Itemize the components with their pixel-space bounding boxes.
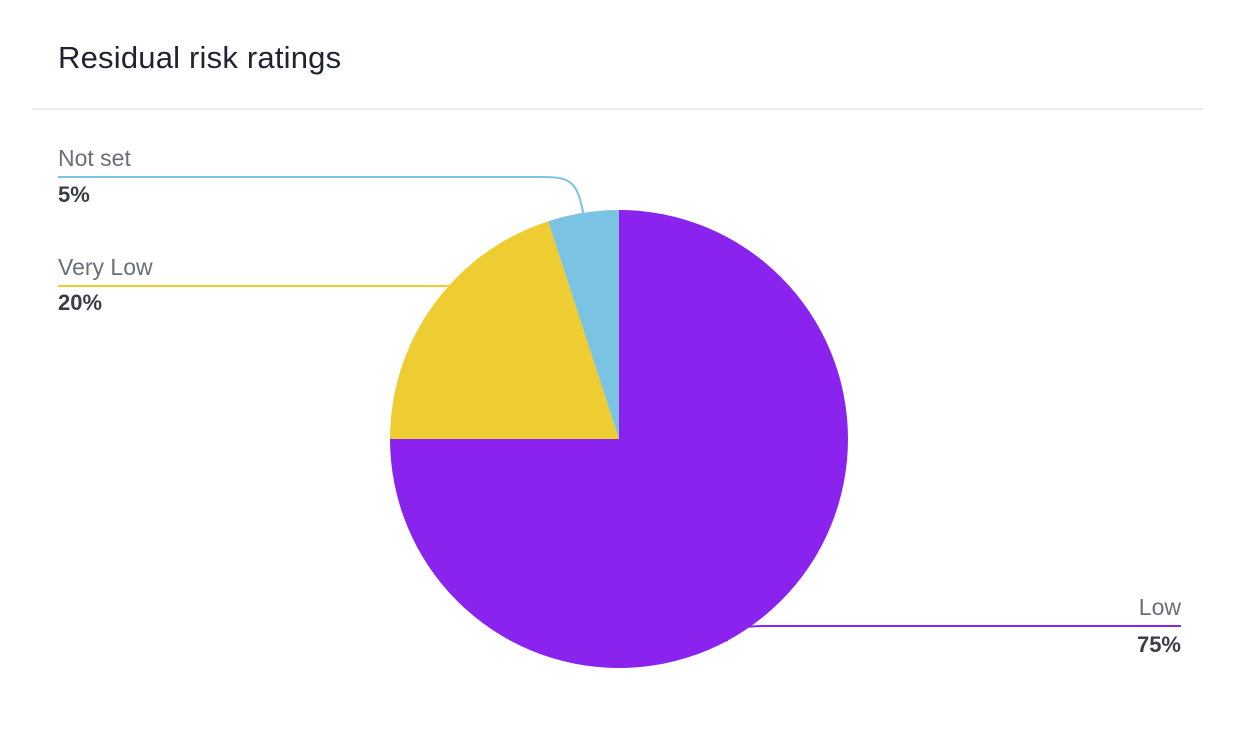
leader-line-low (725, 625, 1181, 642)
chart-title: Residual risk ratings (58, 40, 342, 75)
slice-label-not-set: Not set (58, 145, 131, 171)
leader-line-very-low (58, 258, 479, 287)
pie-slice-very-low[interactable] (390, 221, 619, 439)
leader-line-not-set (58, 176, 585, 214)
slice-label-low: Low (1139, 594, 1182, 620)
leader-lines (58, 176, 1181, 642)
slice-percent-low: 75% (1137, 632, 1181, 657)
slice-label-very-low: Very Low (58, 254, 153, 280)
slice-percent-very-low: 20% (58, 290, 102, 315)
pie-slices (390, 210, 848, 668)
slice-percent-not-set: 5% (58, 182, 90, 207)
title-divider (32, 108, 1203, 110)
slice-labels: Low 75% Very Low 20% Not set 5% (58, 145, 1181, 657)
pie-slice-not-set[interactable] (548, 210, 619, 439)
